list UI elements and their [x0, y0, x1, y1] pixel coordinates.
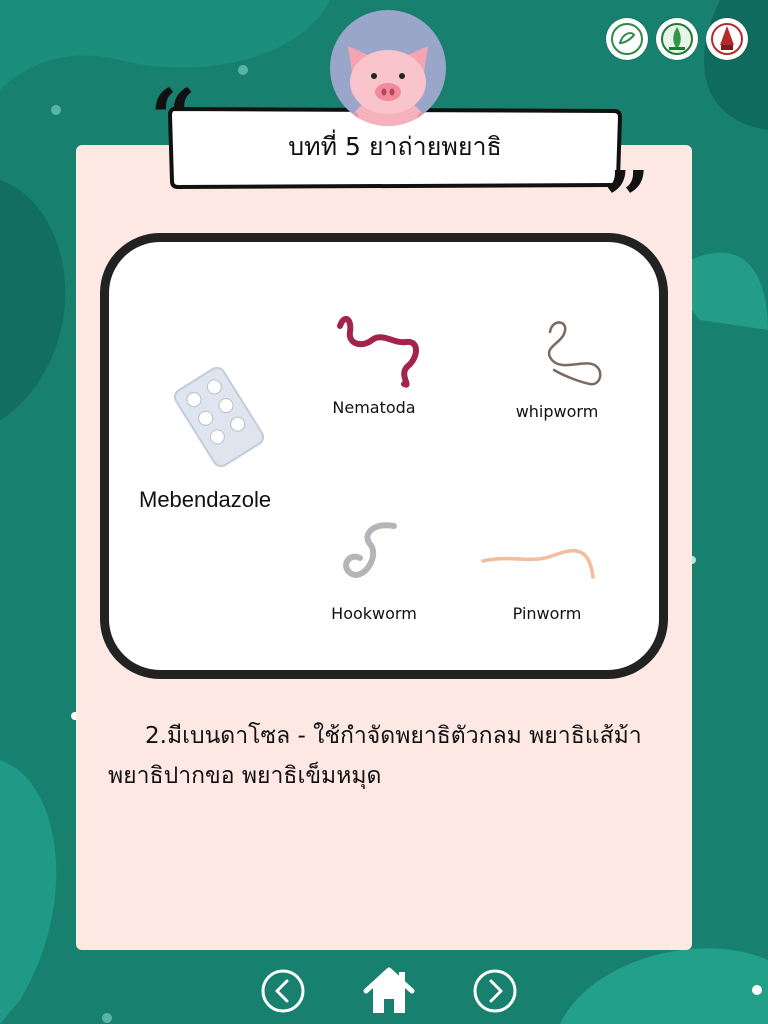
next-button[interactable]	[472, 968, 518, 1018]
page-title: บทที่ 5 ยาถ่ายพยาธิ	[288, 132, 502, 161]
worm-label-hookworm: Hookworm	[331, 604, 417, 623]
nematoda-worm-icon	[337, 315, 419, 388]
logo-group	[606, 18, 748, 60]
open-quote-icon: “	[150, 71, 197, 165]
title-banner: บทที่ 5 ยาถ่ายพยาธิ	[168, 105, 622, 189]
pinworm-icon	[481, 549, 595, 579]
chevron-right-icon	[473, 969, 517, 1013]
description-line-1: 2.มีเบนดาโซล - ใช้กำจัดพยาธิตัวกลม พยาธิ…	[145, 723, 642, 749]
bottom-navigation	[0, 965, 768, 1021]
worm-label-whipworm: whipworm	[515, 402, 599, 421]
drug-name-label: Mebendazole	[139, 487, 272, 512]
worm-label-pinworm: Pinworm	[512, 604, 582, 623]
pig-icon	[346, 46, 430, 126]
chevron-left-icon	[261, 969, 305, 1013]
prev-button[interactable]	[260, 968, 306, 1018]
pig-avatar	[330, 10, 446, 126]
close-quote-icon: ”	[604, 153, 651, 247]
home-button[interactable]	[362, 965, 416, 1021]
school-logo-icon	[706, 18, 748, 60]
home-icon	[363, 967, 415, 1013]
faculty-seal-icon	[656, 18, 698, 60]
hookworm-icon	[343, 522, 397, 578]
university-seal-icon	[606, 18, 648, 60]
description-text: 2.มีเบนดาโซล - ใช้กำจัดพยาธิตัวกลม พยาธิ…	[108, 716, 668, 796]
whipworm-icon	[547, 321, 602, 386]
pill-pack-icon	[173, 367, 265, 467]
worm-label-nematoda: Nematoda	[332, 398, 416, 417]
drug-panel: Mebendazole Nematoda whipworm Hookworm P…	[100, 233, 668, 679]
description-line-2: พยาธิปากขอ พยาธิเข็มหมุด	[108, 763, 382, 789]
